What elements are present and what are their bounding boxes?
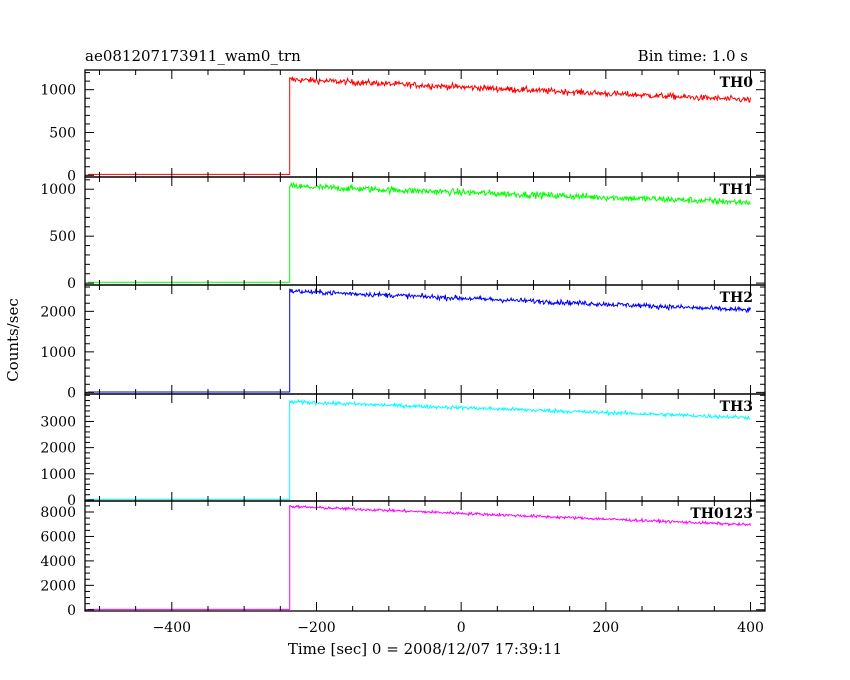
x-tick-label: −400 <box>153 620 191 636</box>
panel-th0: 0 500 1000 TH0 <box>40 69 766 184</box>
panel-frame <box>84 393 766 502</box>
x-axis-label: Time [sec] 0 = 2008/12/07 17:39:11 <box>288 640 562 658</box>
y-tick-label: 0 <box>67 276 76 292</box>
panel-label-th3: TH3 <box>720 399 753 415</box>
chart-title-right: Bin time: 1.0 s <box>638 47 748 65</box>
panel-label-th0: TH0 <box>720 75 754 91</box>
panel-frame <box>84 176 766 286</box>
x-tick-label: 400 <box>737 620 764 636</box>
y-tick-label: 0 <box>67 385 76 401</box>
series-line-th2 <box>87 288 751 393</box>
y-tick-label: 1000 <box>40 83 76 99</box>
y-tick-label: 0 <box>67 493 76 509</box>
y-tick-label: 6000 <box>40 529 76 545</box>
panel-th3: 0 1000 2000 3000 TH3 <box>40 393 766 509</box>
x-tick-label: 0 <box>457 620 466 636</box>
y-tick-label: 3000 <box>40 414 76 430</box>
panel-label-th0123: TH0123 <box>690 506 753 522</box>
y-tick-label: 500 <box>49 229 76 245</box>
y-tick-label: 1000 <box>40 182 76 198</box>
y-tick-label: 1000 <box>40 345 76 361</box>
x-axis: −400 −200 0 200 400 <box>153 620 764 636</box>
panel-th1: 0 500 1000 TH1 <box>40 176 766 292</box>
y-tick-label: 0 <box>67 168 76 184</box>
y-tick-label: 2000 <box>40 578 76 594</box>
y-tick-label: 4000 <box>40 554 76 570</box>
series-line-th0123 <box>87 504 751 610</box>
panel-th0123: 0 2000 4000 6000 8000 TH0123 <box>40 500 766 619</box>
y-tick-label: 8000 <box>40 505 76 521</box>
x-tick-label: 200 <box>592 620 619 636</box>
series-line-th0 <box>87 75 751 175</box>
y-axis-label: Counts/sec <box>4 298 22 382</box>
x-tick-label: −200 <box>297 620 335 636</box>
panel-label-th2: TH2 <box>720 290 753 306</box>
y-tick-label: 500 <box>49 125 76 141</box>
series-line-th3 <box>87 398 751 500</box>
panel-frame <box>84 284 766 395</box>
y-tick-label: 1000 <box>40 467 76 483</box>
y-tick-label: 0 <box>67 603 76 619</box>
y-tick-label: 2000 <box>40 304 76 320</box>
y-tick-label: 2000 <box>40 441 76 457</box>
panel-th2: 0 1000 2000 TH2 <box>40 284 766 401</box>
series-line-th1 <box>87 181 751 283</box>
panel-label-th1: TH1 <box>720 182 753 198</box>
chart-title-left: ae081207173911_wam0_trn <box>85 47 301 65</box>
panel-frame <box>84 500 766 612</box>
